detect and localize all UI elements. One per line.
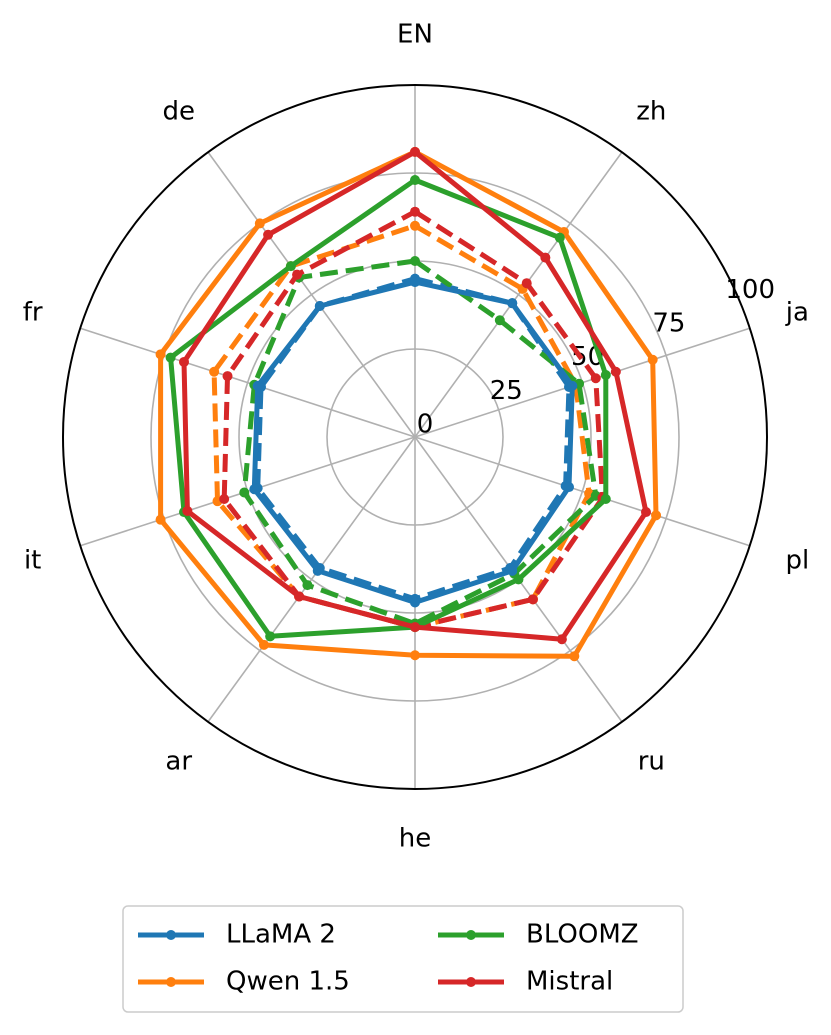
series-point	[556, 634, 567, 645]
series-point	[165, 352, 176, 363]
series-point	[294, 591, 305, 602]
r-tick-label: 75	[652, 308, 685, 338]
legend-marker	[466, 930, 476, 940]
legend-label: Qwen 1.5	[226, 967, 350, 997]
series-line	[251, 279, 575, 605]
series-point	[563, 482, 574, 493]
series-point	[222, 371, 233, 382]
series-point	[252, 380, 263, 391]
series-point	[249, 484, 260, 495]
series-point	[410, 220, 420, 231]
category-label: ar	[165, 747, 192, 777]
series-point	[521, 278, 532, 289]
series-point	[507, 298, 518, 309]
series-point	[410, 622, 420, 633]
series-point	[292, 269, 303, 280]
series-point	[265, 631, 276, 642]
category-label: he	[399, 824, 431, 854]
legend-marker	[166, 930, 176, 940]
series-point	[640, 507, 651, 518]
series-point	[209, 366, 220, 377]
category-label: de	[162, 96, 195, 126]
series-point	[410, 256, 420, 266]
legend-marker	[466, 977, 476, 987]
series-point	[312, 565, 323, 576]
series-point	[410, 206, 420, 217]
series-point	[569, 651, 580, 662]
category-label: EN	[397, 20, 433, 50]
series-point	[600, 369, 611, 380]
category-label: pl	[785, 546, 809, 576]
category-label: fr	[23, 297, 43, 327]
series-point	[600, 494, 611, 505]
series-point	[513, 574, 524, 585]
series-point	[254, 218, 265, 229]
series-point	[155, 349, 166, 360]
series-point	[527, 594, 538, 605]
series-point	[410, 597, 420, 608]
series-point	[540, 252, 551, 263]
series-point	[651, 510, 662, 521]
series-point	[182, 505, 193, 516]
grid-ring	[326, 348, 504, 526]
series-point	[610, 366, 621, 377]
series-point	[302, 580, 313, 591]
series-point	[263, 229, 274, 240]
category-label: it	[24, 546, 41, 576]
category-label: ja	[785, 297, 809, 327]
legend-label: Mistral	[526, 967, 613, 997]
series-point	[590, 373, 601, 384]
series-point	[285, 261, 296, 272]
legend-marker	[166, 977, 176, 987]
legend-box	[122, 905, 684, 1013]
grid-ring	[150, 172, 680, 702]
series-point	[647, 354, 658, 365]
series-point	[410, 277, 420, 288]
category-label: zh	[636, 96, 666, 126]
series-point	[179, 356, 190, 367]
series-point	[507, 565, 518, 576]
series-line	[168, 177, 609, 639]
series-point	[219, 494, 230, 505]
series-point	[155, 514, 166, 525]
legend-label: BLOOMZ	[526, 920, 639, 950]
series-point	[554, 232, 565, 243]
r-tick-label: 100	[725, 275, 775, 305]
category-label: ru	[638, 747, 665, 777]
series-point	[239, 487, 250, 498]
series-point	[258, 639, 269, 650]
series-point	[314, 301, 325, 312]
series-point	[410, 175, 420, 186]
series-point	[567, 380, 578, 391]
series-point	[410, 650, 420, 661]
series-point	[494, 315, 505, 326]
r-tick-label: 25	[490, 376, 523, 406]
series-point	[410, 146, 420, 157]
outer-ring	[62, 84, 768, 790]
legend-label: LLaMA 2	[226, 920, 336, 950]
r-tick-label: 0	[417, 410, 434, 440]
